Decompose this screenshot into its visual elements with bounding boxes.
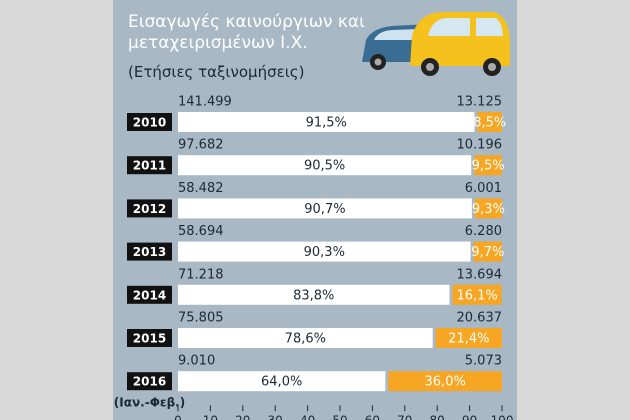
- count-label: 71.218: [178, 267, 224, 282]
- y-tick-label: 2010: [133, 116, 166, 130]
- bar-segment: [178, 112, 475, 132]
- bar-segment: [452, 284, 502, 305]
- count-label: 10.196: [457, 138, 503, 153]
- count-label: 13.125: [457, 95, 503, 110]
- value-label: 9,7%: [471, 245, 504, 260]
- value-label: 90,5%: [304, 159, 345, 174]
- year-box: [127, 329, 172, 347]
- value-label: 8,5%: [473, 116, 506, 131]
- value-label: 90,7%: [304, 202, 345, 217]
- bar-segment: [178, 371, 386, 392]
- value-label: 9,5%: [472, 159, 505, 174]
- bar-segment: [474, 155, 502, 176]
- y-tick-label: 2012: [133, 202, 166, 216]
- chart-title: Εισαγωγές καινούργιων και μεταχειρισμένω…: [128, 12, 365, 53]
- year-box: [127, 199, 172, 218]
- x-tick-label: 10: [203, 414, 218, 420]
- value-label: 64,0%: [261, 375, 302, 390]
- annotation: (Ιαν.-Φεβ.): [114, 396, 185, 410]
- bar-segment: [178, 241, 471, 262]
- count-label: 141.499: [178, 95, 232, 110]
- x-tick-label: 70: [397, 414, 412, 420]
- x-tick-label: 80: [430, 414, 445, 420]
- value-label: 90,3%: [304, 245, 345, 260]
- count-label: 13.694: [457, 267, 503, 282]
- value-label: 9,3%: [472, 202, 505, 217]
- y-tick-label: 2011: [133, 159, 166, 173]
- bar-segment: [435, 328, 502, 348]
- year-box: [127, 285, 172, 304]
- x-tick-label: 60: [365, 414, 380, 420]
- bar-segment: [178, 328, 433, 348]
- x-tick-label: 90: [462, 414, 477, 420]
- y-tick-label: 2013: [133, 245, 166, 259]
- count-label: 5.073: [465, 354, 502, 369]
- y-tick-label: 2016: [133, 375, 166, 389]
- value-label: 36,0%: [425, 375, 466, 390]
- x-tick-label: 20: [235, 414, 250, 420]
- value-label: 78,6%: [285, 332, 326, 347]
- count-label: 97.682: [178, 138, 224, 153]
- x-tick-label: 0: [174, 414, 182, 420]
- count-label: 6.001: [465, 181, 502, 196]
- bar-segment: [473, 241, 502, 262]
- year-box: [127, 372, 172, 391]
- cars-illustration: [362, 12, 510, 76]
- count-label: 58.482: [178, 181, 224, 196]
- x-tick-label: 40: [300, 414, 315, 420]
- count-label: 58.694: [178, 224, 224, 239]
- y-tick-label: 2014: [133, 288, 166, 302]
- value-label: 91,5%: [306, 116, 347, 131]
- year-box: [127, 156, 172, 175]
- bar-segment: [178, 198, 472, 219]
- y-tick-label: 2015: [133, 332, 166, 346]
- bar-segment: [178, 284, 450, 305]
- count-label: 20.637: [457, 311, 503, 326]
- x-tick-label: 50: [332, 414, 347, 420]
- value-label: 21,4%: [448, 332, 489, 347]
- year-box: [127, 242, 172, 261]
- x-tick-label: 30: [268, 414, 283, 420]
- value-label: 83,8%: [293, 288, 334, 303]
- x-tick-label: 100: [491, 414, 514, 420]
- bar-segment: [388, 371, 502, 392]
- count-label: 6.280: [465, 224, 502, 239]
- count-label: 75.805: [178, 311, 224, 326]
- bar-segment: [474, 198, 502, 219]
- chart-subtitle: (Ετήσιες ταξινομήσεις): [128, 63, 305, 81]
- bar-segment: [477, 112, 502, 132]
- bar-segment: [178, 155, 472, 176]
- value-label: 16,1%: [456, 288, 497, 303]
- count-label: 9.010: [178, 354, 215, 369]
- year-box: [127, 113, 172, 131]
